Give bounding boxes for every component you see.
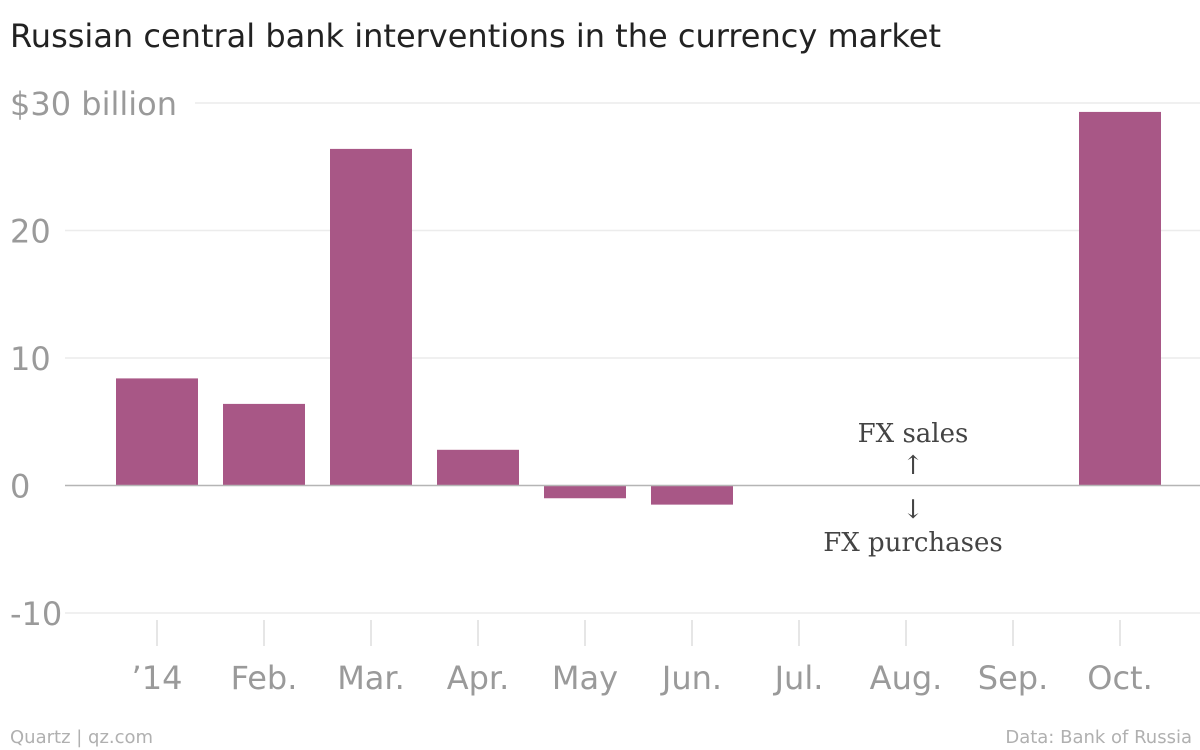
y-tick-label: 10 [10,340,51,378]
bar [1079,111,1161,486]
x-tick-label: ’14 [132,659,183,697]
fx-sales-label: FX sales [858,419,969,449]
bar [544,485,626,499]
y-tick-label: 0 [10,468,30,506]
x-tick-label: Sep. [978,659,1048,697]
gridlines [65,102,1200,614]
x-tick-label: Jun. [660,659,722,697]
x-tick-label: Oct. [1087,659,1153,697]
y-axis-tick-labels: $30 billion 20 10 0 -10 [10,85,177,633]
credit-text: Quartz | qz.com [10,727,153,748]
y-tick-label: 20 [10,213,51,251]
x-tick-label: Jul. [773,659,824,697]
fx-purchases-arrow-icon: ↓ [902,495,924,525]
bar [223,403,305,486]
x-tick-label: Aug. [870,659,943,697]
bars [116,111,1161,505]
bar [437,449,519,486]
fx-purchases-label: FX purchases [823,528,1003,558]
x-tick-label: Feb. [231,659,298,697]
x-tick-label: Mar. [337,659,405,697]
chart-title: Russian central bank interventions in th… [10,17,941,55]
bar [651,485,733,505]
y-tick-label: $30 billion [10,85,177,123]
bar [116,378,198,486]
x-axis-tick-labels: ’14 Feb. Mar. Apr. May Jun. Jul. Aug. Sep. Oct. [132,659,1153,697]
x-axis-ticks [156,620,1121,646]
source-text: Data: Bank of Russia [1005,727,1192,748]
bar [330,148,412,486]
y-tick-label: -10 [10,595,62,633]
x-tick-label: May [552,659,618,697]
x-tick-label: Apr. [447,659,510,697]
fx-sales-arrow-icon: ↑ [902,451,924,481]
fx-annotation: FX sales ↑ ↓ FX purchases [823,419,1003,558]
